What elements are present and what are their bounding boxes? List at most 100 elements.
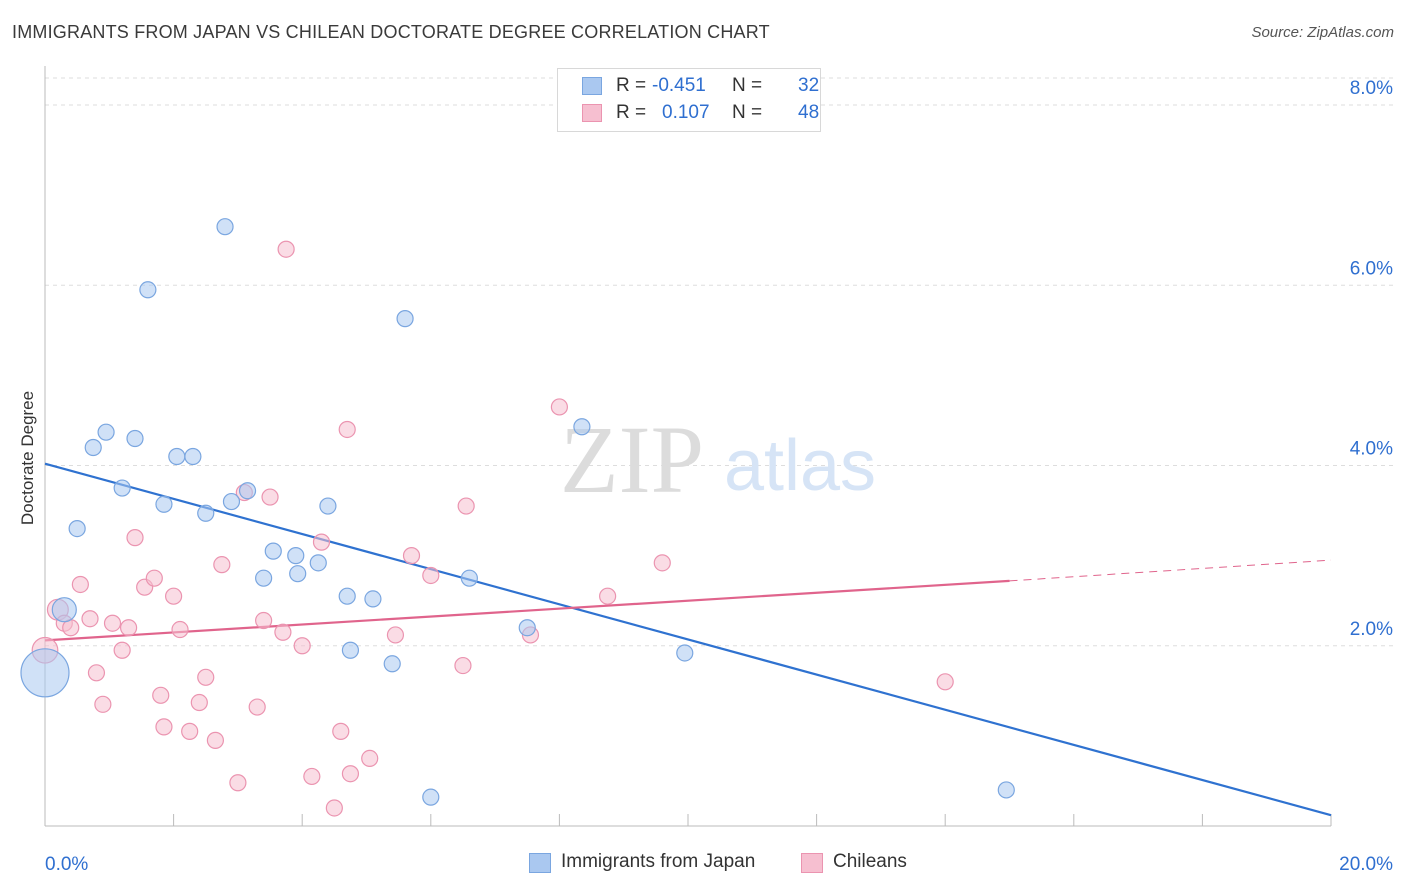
chileans-point xyxy=(312,533,331,551)
japan-point xyxy=(155,495,173,513)
watermark-atlas: atlas xyxy=(724,426,876,506)
series-name-chileans: Chileans xyxy=(833,851,907,872)
r-label: R = xyxy=(616,102,647,123)
japan-swatch xyxy=(582,77,602,95)
japan-swatch xyxy=(529,853,551,873)
chileans-point xyxy=(126,529,144,547)
y-axis-label: Doctorate Degree xyxy=(18,391,37,525)
chileans-trendline xyxy=(44,579,1010,642)
chileans-point xyxy=(303,767,321,786)
japan-point xyxy=(168,447,186,466)
chileans-point xyxy=(277,240,295,258)
correlation-legend: R = -0.451 N = 32 R = 0.107 N = 48 xyxy=(557,68,821,132)
chileans-point xyxy=(386,626,405,644)
chileans-point xyxy=(81,610,99,628)
chileans-point xyxy=(181,722,199,740)
chileans-point xyxy=(152,686,170,704)
japan-point xyxy=(255,569,273,587)
japan-point xyxy=(460,569,478,587)
chileans-point xyxy=(653,554,671,572)
r-value: -0.451 xyxy=(652,75,706,96)
japan-point xyxy=(338,587,356,605)
chileans-point xyxy=(190,693,208,712)
r-label: R = xyxy=(616,75,647,96)
chileans-point xyxy=(599,587,617,605)
japan-point xyxy=(289,565,307,583)
chileans-point xyxy=(550,398,569,416)
n-label: N = xyxy=(732,102,763,123)
chileans-point xyxy=(213,556,231,574)
chileans-point xyxy=(402,547,421,565)
chileans-point xyxy=(229,774,247,792)
japan-point xyxy=(68,520,86,538)
chileans-point xyxy=(454,656,472,675)
n-value: 32 xyxy=(798,75,820,96)
tick-labels: 2.0% 4.0% 6.0% 8.0% 0.0% 20.0% xyxy=(45,78,1393,875)
japan-point xyxy=(139,281,157,299)
japan-point xyxy=(287,547,305,565)
chileans-point xyxy=(338,420,356,439)
x-tick-label: 20.0% xyxy=(1339,854,1393,875)
japan-point xyxy=(197,504,215,522)
japan-point xyxy=(238,482,257,500)
japan-point xyxy=(676,644,694,662)
chileans-point xyxy=(94,695,112,713)
japan-point xyxy=(97,423,115,441)
chileans-point xyxy=(274,623,292,641)
japan-point xyxy=(309,554,327,572)
japan-point xyxy=(84,438,102,457)
n-value: 48 xyxy=(798,102,820,123)
chileans-swatch xyxy=(801,853,823,873)
chileans-point xyxy=(422,566,440,585)
chileans-point xyxy=(155,718,173,736)
japan-trendline xyxy=(44,462,1332,817)
chileans-point xyxy=(145,569,163,587)
chileans-point xyxy=(119,619,138,637)
chileans-point xyxy=(341,765,360,783)
source-label: Source: ZipAtlas.com xyxy=(1251,24,1394,41)
chileans-point xyxy=(71,575,89,594)
chileans-point xyxy=(165,587,183,605)
japan-point xyxy=(422,788,440,806)
chileans-point xyxy=(332,722,350,740)
japan-point xyxy=(113,479,131,497)
chileans-point xyxy=(206,731,224,749)
y-tick-label: 4.0% xyxy=(1350,439,1393,460)
japan-point xyxy=(222,492,241,511)
chileans-point xyxy=(361,749,379,768)
chileans-point xyxy=(87,664,106,682)
chileans-swatch xyxy=(582,104,602,122)
y-tick-label: 2.0% xyxy=(1350,619,1393,640)
chileans-point xyxy=(261,488,279,506)
japan-point xyxy=(341,641,360,659)
japan-point xyxy=(264,542,282,560)
chileans-point xyxy=(255,611,273,630)
japan-point xyxy=(573,418,591,436)
y-tick-label: 8.0% xyxy=(1350,78,1393,99)
x-tick-label: 0.0% xyxy=(45,854,88,875)
chileans-point xyxy=(293,637,311,655)
series-name-japan: Immigrants from Japan xyxy=(561,851,756,872)
japan-point xyxy=(997,781,1015,799)
japan-point xyxy=(383,655,401,673)
chileans-trendline xyxy=(1009,559,1332,582)
chileans-point xyxy=(248,698,266,716)
chileans-point xyxy=(103,614,122,632)
n-label: N = xyxy=(732,75,763,96)
y-tick-label: 6.0% xyxy=(1350,258,1393,279)
japan-point xyxy=(319,497,337,515)
japan-point xyxy=(51,597,77,623)
chileans-point xyxy=(325,799,343,817)
trendlines xyxy=(44,462,1332,817)
japan-point xyxy=(20,648,70,698)
japan-point xyxy=(364,590,382,608)
gridlines xyxy=(45,77,1393,647)
chileans-point xyxy=(113,641,131,659)
japan-point xyxy=(396,310,414,328)
axes xyxy=(44,66,1332,827)
chileans-point xyxy=(457,497,475,515)
chileans-point xyxy=(171,620,189,639)
data-points xyxy=(20,218,1015,817)
chileans-point xyxy=(936,673,954,691)
